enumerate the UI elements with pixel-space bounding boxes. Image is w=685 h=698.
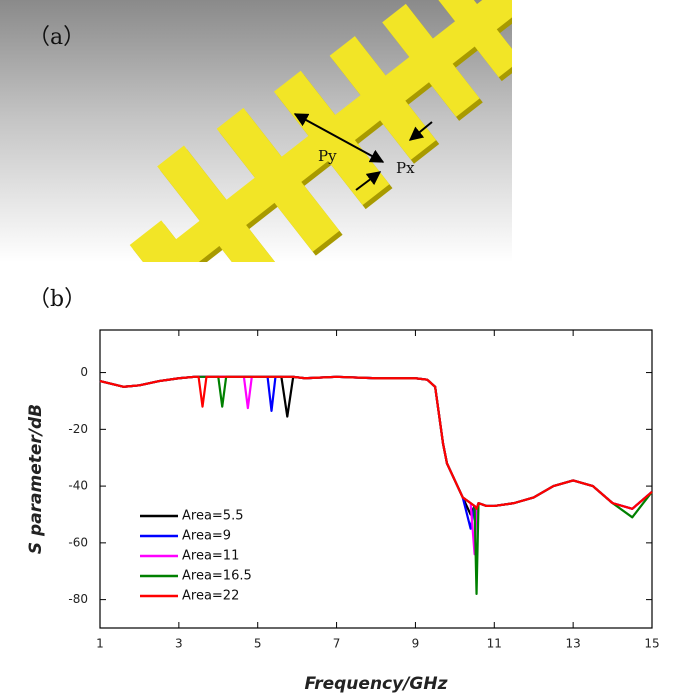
- py-arrow: [293, 113, 385, 163]
- px-arrow: [408, 121, 433, 141]
- panel-a: Py Px （a）: [0, 0, 512, 262]
- y-tick-label: -80: [68, 592, 88, 606]
- chart: 1 3 5 7 9 11 13 15-80-60-40-200Area=5.5Area=9Ar…: [68, 329, 660, 651]
- x-axis-label: Frequency/GHz: [304, 674, 447, 694]
- legend-label: Area=9: [182, 529, 231, 544]
- y-tick-label: -20: [68, 422, 88, 436]
- x-tick-label: 15: [644, 637, 659, 651]
- py-label: Py: [318, 147, 337, 165]
- legend-label: Area=5.5: [182, 509, 243, 524]
- y-tick-label: 0: [80, 365, 88, 379]
- px-arrow: [355, 171, 382, 191]
- series-line: [99, 375, 653, 516]
- x-tick-label: 11: [487, 637, 502, 651]
- x-tick-label: 9: [412, 637, 420, 651]
- px-label: Px: [396, 159, 415, 177]
- y-tick-label: -60: [68, 535, 88, 549]
- series-line: [99, 375, 653, 530]
- legend-label: Area=22: [182, 589, 239, 604]
- y-axis-label: S parameter/dB: [26, 404, 46, 554]
- legend-label: Area=16.5: [182, 569, 252, 584]
- plot-frame: [99, 329, 653, 629]
- legend-label: Area=11: [182, 549, 239, 564]
- y-tick-label: -40: [68, 479, 88, 493]
- x-tick-label: 13: [566, 637, 581, 651]
- series-line: [99, 375, 653, 510]
- x-tick-label: 3: [175, 637, 183, 651]
- panel-label: （a）: [28, 25, 85, 50]
- x-tick-label: 7: [333, 637, 341, 651]
- x-tick-label: 1: [96, 637, 104, 651]
- panel-label: （b）: [28, 287, 86, 312]
- x-tick-label: 5: [254, 637, 262, 651]
